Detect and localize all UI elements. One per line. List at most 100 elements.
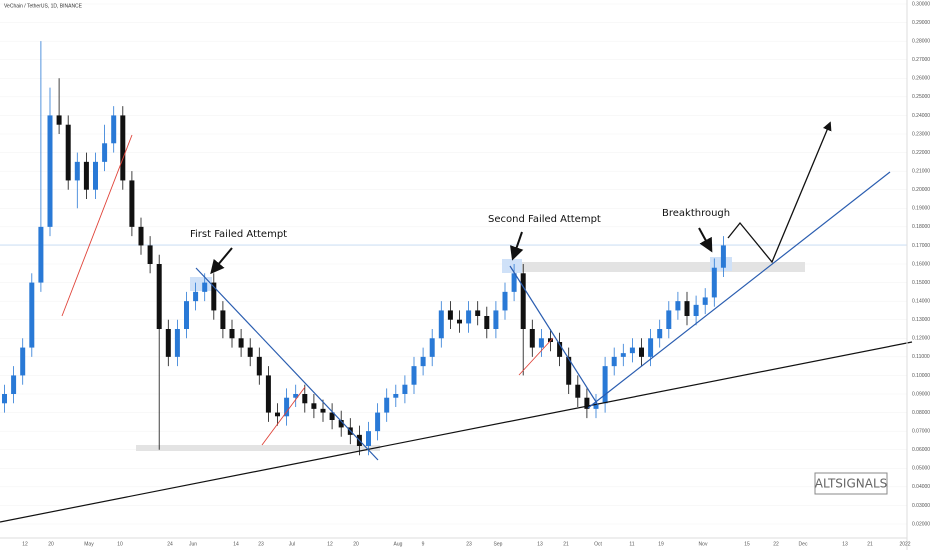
y-tick-label: 0.08000 [912,410,930,416]
candle-body [529,329,535,348]
x-tick-label: 23 [258,541,264,547]
x-tick-label: 11 [629,541,634,547]
candle-body [611,356,617,367]
trendline [195,267,379,461]
candle-body [393,394,399,398]
candle-body [256,356,262,376]
trendline [261,386,306,446]
candle-body [211,282,217,311]
candle-body [520,273,526,329]
x-tick-label: Dec [799,541,808,547]
y-tick-label: 0.27000 [912,57,930,63]
annotation: Second Failed Attempt [488,214,601,225]
x-tick-label: 20 [353,541,359,547]
candle-body [639,347,644,357]
candle-body [302,394,308,404]
x-tick-label: 23 [466,541,472,547]
y-tick-label: 0.18000 [912,224,930,230]
candle-body [238,338,244,348]
candles [2,41,726,456]
highlight [190,277,212,291]
x-tick-label: 12 [22,541,28,547]
candle-body [120,115,126,181]
candle-body [475,310,481,316]
y-tick-label: 0.10000 [912,373,930,379]
pointer-arrow [210,247,233,275]
x-tick-label: 2022 [899,541,910,547]
chart-title: VeChain / TetherUS, 1D, BINANCE [4,3,83,9]
pointer-arrow [510,231,524,261]
candle-body [174,329,180,357]
candle-body [74,161,80,181]
highlight [502,259,522,273]
grid [0,3,907,525]
candle-body [511,273,517,292]
candle-body [484,316,490,329]
y-tick-label: 0.03000 [912,503,930,509]
candle-body [657,329,663,339]
y-tick-label: 0.21000 [912,168,930,174]
candle-body [675,301,681,311]
x-tick-label: 22 [773,541,779,547]
x-tick-label: 15 [744,541,750,547]
x-tick-label: 13 [537,541,543,547]
candle-body [11,375,17,394]
y-tick-label: 0.11000 [912,354,930,360]
candle-body [65,124,71,181]
candle-body [184,301,189,329]
candle-body [375,412,381,432]
candle-body [38,226,44,283]
x-tick-label: 10 [117,541,123,547]
candle-body [56,115,62,125]
candle-body [265,375,271,413]
x-tick-label: 20 [48,541,54,547]
candle-body [666,310,672,329]
y-tick-label: 0.14000 [912,298,930,304]
annotation: Breakthrough [662,208,730,219]
y-tick-label: 0.26000 [912,76,930,82]
y-tick-label: 0.24000 [912,113,930,119]
x-tick-label: 19 [658,541,664,547]
candle-body [366,431,371,446]
candle-body [438,310,444,339]
pointer-arrow [698,227,713,253]
candle-body [147,245,153,264]
y-tick-label: 0.25000 [912,94,930,100]
projection-arrow [727,121,832,264]
candle-body [338,420,344,428]
candle-body [111,115,117,144]
y-tick-label: 0.23000 [912,131,930,137]
x-tick-label: 12 [327,541,333,547]
candle-body [320,408,326,413]
x-tick-label: 9 [422,541,425,547]
candle-body [493,310,499,329]
y-tick-label: 0.19000 [912,206,930,212]
candle-body [602,366,608,404]
candle-body [620,353,626,357]
y-tick-label: 0.06000 [912,447,930,453]
watermark: ALTSIGNALS [815,477,888,491]
x-tick-label: 21 [867,541,873,547]
candle-body [329,412,335,420]
x-tick-label: 14 [233,541,239,547]
candle-body [593,403,599,409]
candle-body [138,226,144,246]
y-tick-label: 0.15000 [912,280,930,286]
candle-body [402,384,408,394]
candle-body [293,394,299,398]
candle-body [29,282,35,348]
x-tick-label: 24 [167,541,173,547]
trendline [518,337,554,376]
candle-body [457,319,462,324]
candle-body [693,304,699,316]
candle-body [193,291,199,302]
candle-body [20,347,26,376]
candle-body [102,143,108,162]
candle-body [557,342,563,357]
candle-body [93,161,98,190]
x-tick-label: Jun [189,541,197,547]
y-tick-label: 0.29000 [912,20,930,26]
candle-body [720,245,726,268]
candle-body [684,301,690,316]
candle-body [420,356,426,367]
